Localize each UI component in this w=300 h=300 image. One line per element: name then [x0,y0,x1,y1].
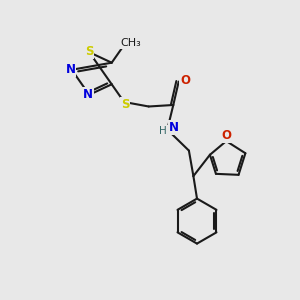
Text: N: N [169,121,179,134]
Text: S: S [85,45,94,58]
Text: CH₃: CH₃ [120,38,141,48]
Text: N: N [65,63,76,76]
Text: H: H [159,126,167,136]
Text: N: N [83,88,93,101]
Text: S: S [121,98,130,111]
Text: O: O [180,74,190,87]
Text: O: O [221,129,231,142]
